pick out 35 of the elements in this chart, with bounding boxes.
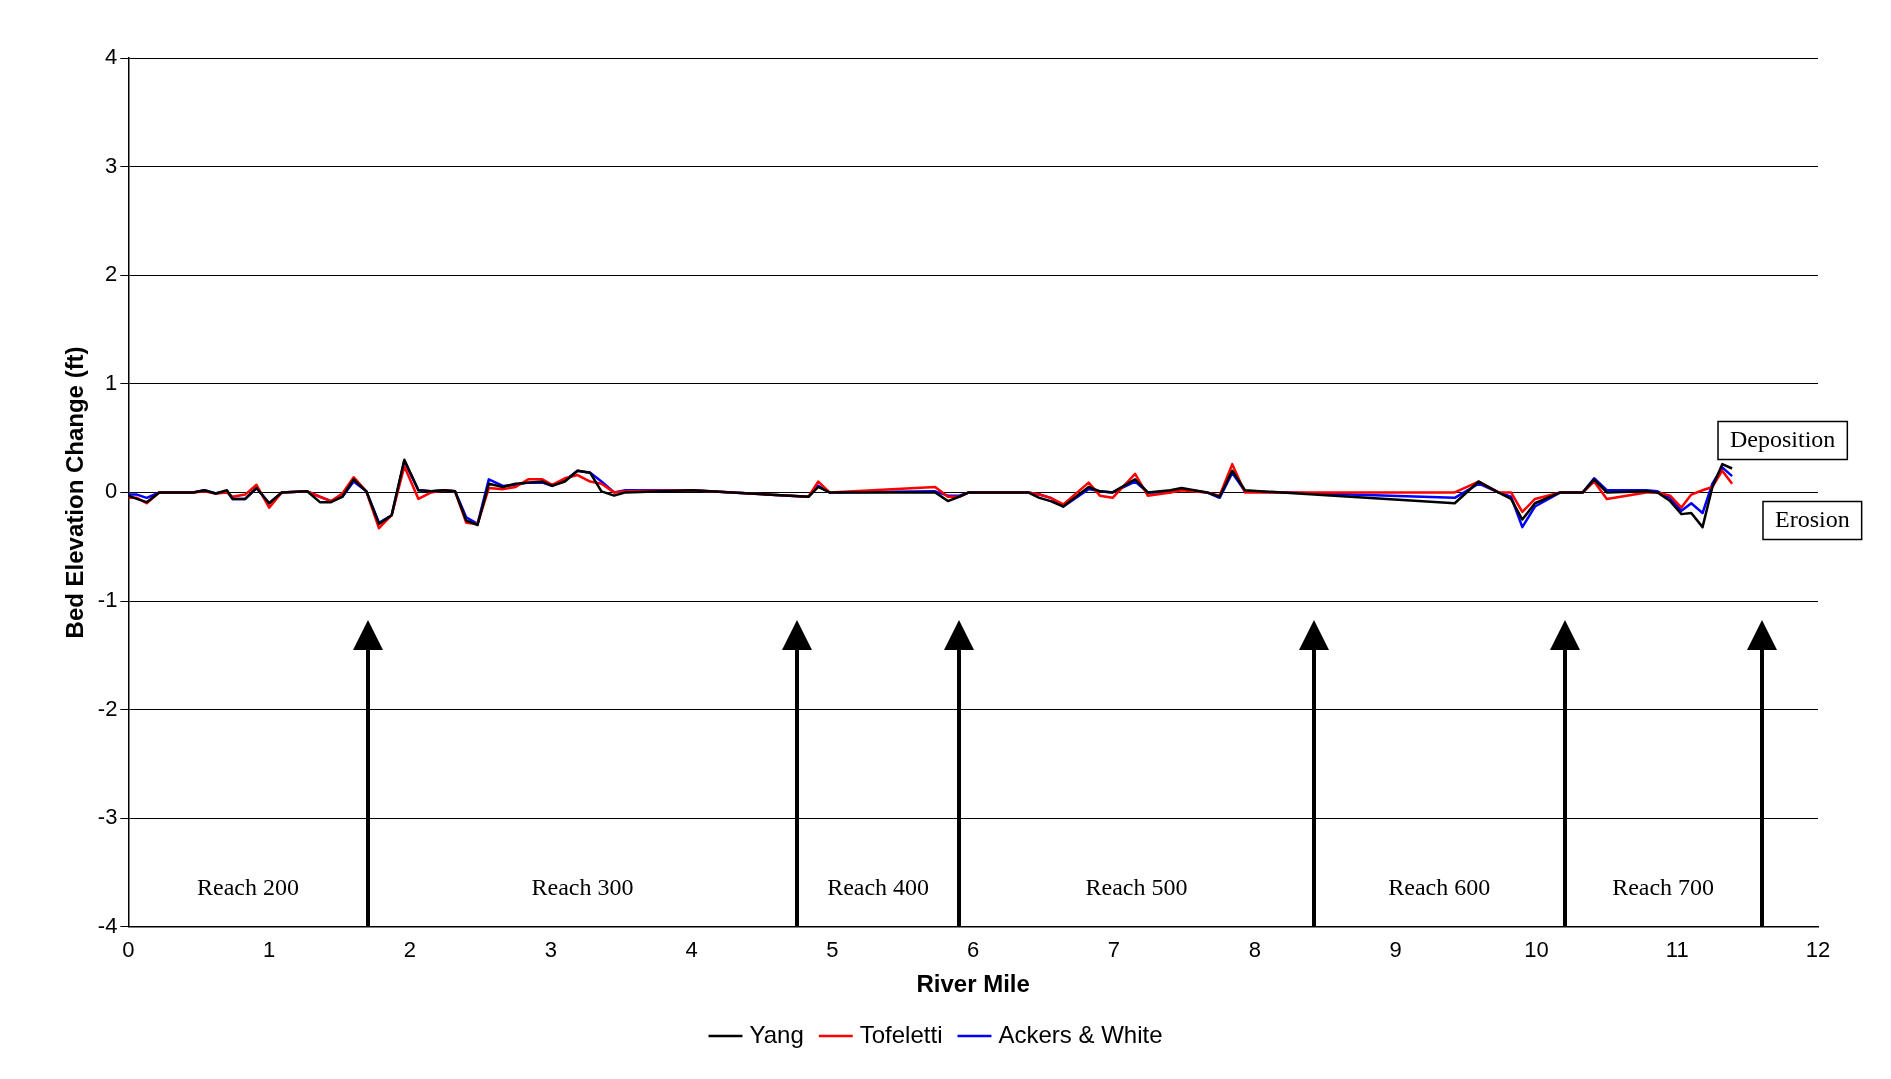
- y-tick-label: -1: [97, 587, 118, 613]
- y-tick-label: 2: [105, 261, 118, 287]
- annotation: Reach 700: [1612, 874, 1715, 901]
- x-tick-label: 5: [826, 937, 839, 963]
- y-tick-label: 0: [105, 478, 118, 504]
- x-tick-label: 3: [544, 937, 557, 963]
- annotation: Deposition: [1730, 425, 1836, 452]
- y-tick-label: -3: [97, 804, 118, 830]
- annotation: Reach 300: [531, 874, 634, 901]
- legend-label: Tofeletti: [859, 1020, 943, 1048]
- legend-label: Ackers & White: [998, 1020, 1163, 1048]
- annotation: Reach 400: [827, 874, 930, 901]
- annotation: Erosion: [1774, 505, 1850, 532]
- x-tick-label: 10: [1524, 937, 1549, 963]
- annotation: Reach 500: [1085, 874, 1188, 901]
- x-axis-title: River Mile: [916, 970, 1030, 998]
- y-tick-label: 4: [105, 44, 118, 70]
- x-tick-label: 8: [1248, 937, 1261, 963]
- x-tick-label: 12: [1805, 937, 1831, 963]
- x-tick-label: 11: [1665, 937, 1689, 963]
- x-tick-label: 2: [403, 937, 417, 963]
- x-tick-label: 6: [967, 937, 980, 963]
- y-tick-label: 3: [105, 152, 118, 178]
- x-tick-label: 0: [122, 937, 135, 963]
- y-axis-title: Bed Elevation Change (ft): [61, 346, 89, 639]
- x-tick-label: 4: [685, 937, 698, 963]
- x-tick-label: 1: [263, 937, 276, 963]
- y-tick-label: -2: [97, 695, 118, 721]
- x-tick-label: 9: [1389, 937, 1402, 963]
- annotation: Reach 600: [1388, 874, 1491, 901]
- y-tick-label: -4: [97, 912, 118, 938]
- y-tick-label: 1: [105, 369, 118, 395]
- annotation: Reach 200: [197, 874, 300, 901]
- x-tick-label: 7: [1107, 937, 1121, 963]
- legend-label: Yang: [749, 1020, 804, 1048]
